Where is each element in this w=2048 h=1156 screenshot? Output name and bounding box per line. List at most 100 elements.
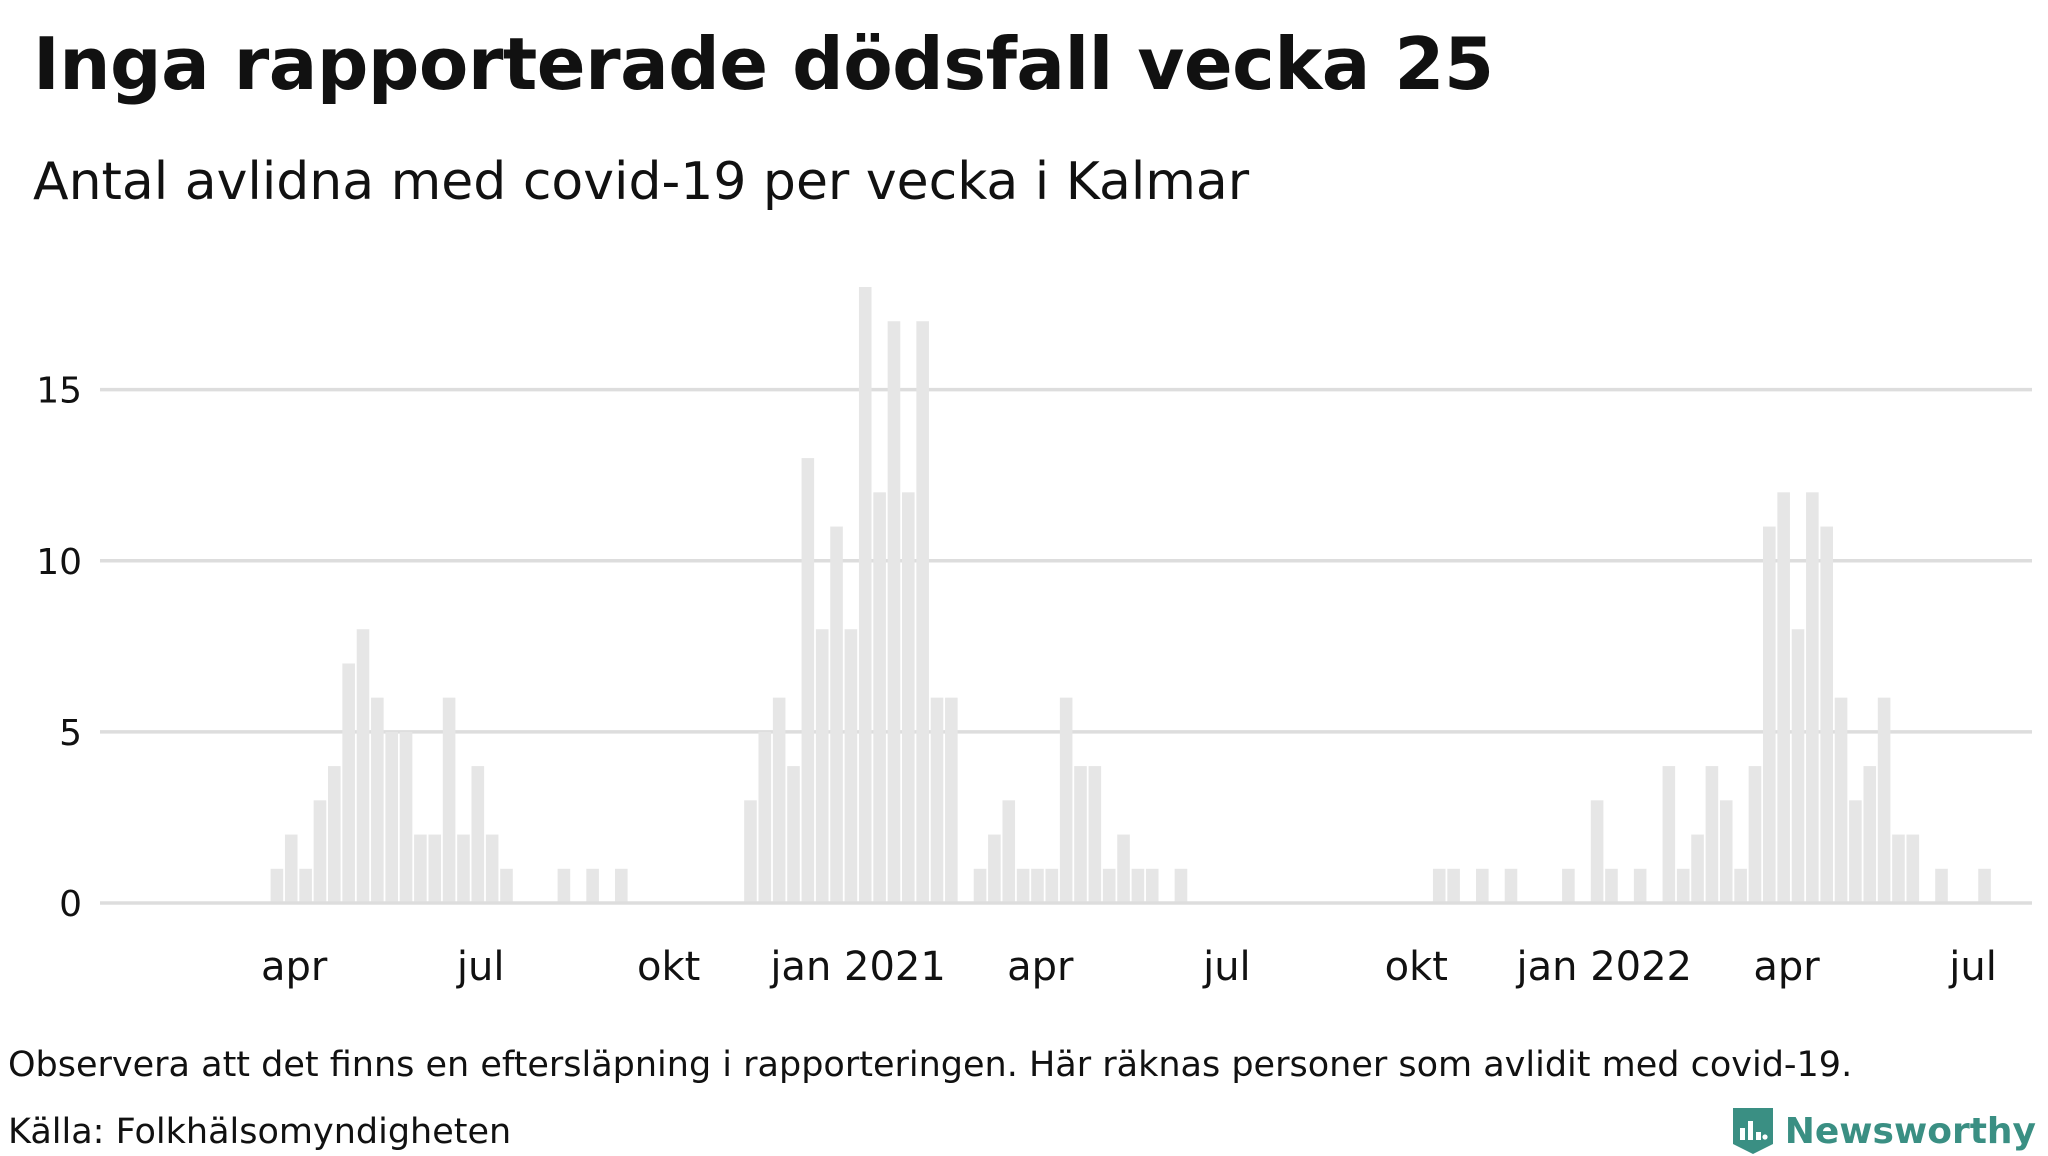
bar — [801, 458, 815, 903]
bar — [1476, 868, 1489, 903]
chart-title: Inga rapporterade dödsfall vecka 25 — [33, 22, 1494, 106]
bar — [1834, 697, 1848, 903]
x-tick-label: jul — [1948, 944, 1997, 990]
y-axis: 0 5 10 15 — [36, 371, 82, 925]
bar — [1117, 834, 1130, 903]
x-tick-label: jan 2022 — [1516, 944, 1693, 990]
bar — [270, 868, 284, 903]
x-axis: apr jul okt jan 2021 apr jul okt jan 2022 apr jul — [261, 944, 1997, 990]
bar — [586, 868, 599, 903]
bar — [1763, 526, 1776, 903]
x-tick-label: jan 2021 — [769, 944, 946, 990]
bar — [457, 834, 470, 903]
y-tick-label: 5 — [59, 713, 82, 754]
bar — [1734, 868, 1747, 903]
bar — [1059, 697, 1073, 903]
bar — [858, 287, 872, 903]
x-tick-label: okt — [637, 944, 700, 990]
bar — [414, 834, 427, 903]
bar — [844, 629, 858, 903]
bar — [1705, 766, 1719, 903]
bar — [313, 800, 327, 903]
bar — [1676, 868, 1690, 903]
bar — [1174, 868, 1188, 903]
bar — [1002, 800, 1016, 903]
bar-chart: 0 5 10 15 apr jul okt jan 2021 apr jul okt jan 202… — [36, 287, 2032, 990]
bar — [945, 697, 958, 903]
bar — [1691, 834, 1704, 903]
x-tick-label: jul — [456, 944, 505, 990]
bar — [485, 834, 499, 903]
bar — [1906, 834, 1920, 903]
bar — [1820, 526, 1833, 903]
bar — [815, 629, 829, 903]
bar — [1131, 868, 1145, 903]
bar — [930, 697, 944, 903]
bar — [299, 868, 312, 903]
bar — [1849, 800, 1862, 903]
bar — [557, 868, 571, 903]
bar — [1590, 800, 1604, 903]
bar — [1777, 492, 1790, 903]
bar — [1662, 766, 1676, 903]
bar — [1504, 868, 1518, 903]
bar — [442, 697, 456, 903]
bar — [873, 492, 886, 903]
bar — [1045, 868, 1059, 903]
bar — [1791, 629, 1805, 903]
bar — [973, 868, 987, 903]
source-credit: Källa: Folkhälsomyndigheten — [8, 1112, 512, 1152]
x-tick-label: jul — [1202, 944, 1251, 990]
bar — [1031, 868, 1044, 903]
newsworthy-logo-icon — [1732, 1108, 1773, 1154]
bar — [471, 766, 485, 903]
bar — [328, 766, 341, 903]
bar — [1877, 697, 1891, 903]
bar — [1892, 834, 1905, 903]
y-tick-label: 15 — [36, 371, 82, 412]
bar — [1562, 868, 1575, 903]
bar — [1863, 766, 1877, 903]
bar — [902, 492, 915, 903]
brand-name: Newsworthy — [1784, 1110, 2036, 1152]
bar — [342, 663, 355, 903]
bar — [1447, 868, 1460, 903]
bar — [988, 834, 1001, 903]
bar — [744, 800, 757, 903]
bar — [758, 731, 772, 903]
bar — [830, 526, 843, 903]
bar — [385, 731, 398, 903]
y-tick-label: 0 — [59, 884, 82, 925]
bar — [371, 697, 384, 903]
bar — [772, 697, 786, 903]
bar — [887, 321, 901, 903]
bar — [356, 629, 370, 903]
bar — [1432, 868, 1446, 903]
chart-subtitle: Antal avlidna med covid-19 per vecka i K… — [33, 152, 1250, 212]
bar — [500, 868, 513, 903]
bar — [916, 321, 929, 903]
bar — [615, 868, 628, 903]
x-tick-label: apr — [261, 944, 328, 990]
x-tick-label: okt — [1385, 944, 1448, 990]
bar — [1016, 868, 1030, 903]
bar — [1145, 868, 1159, 903]
brand-logo[interactable]: Newsworthy — [1731, 1106, 2036, 1156]
bar — [1088, 766, 1102, 903]
x-tick-label: apr — [1753, 944, 1820, 990]
gridlines — [100, 387, 2032, 734]
bars — [270, 287, 1991, 903]
bar — [1074, 766, 1087, 903]
bar — [399, 731, 413, 903]
bar — [1605, 868, 1618, 903]
bar — [1806, 492, 1819, 903]
y-tick-label: 10 — [36, 542, 82, 583]
bar — [787, 766, 800, 903]
bar — [284, 834, 298, 903]
x-tick-label: apr — [1007, 944, 1074, 990]
bar — [428, 834, 442, 903]
bar — [1719, 800, 1733, 903]
bar — [1633, 868, 1647, 903]
bar — [1978, 868, 1991, 903]
bar — [1102, 868, 1116, 903]
